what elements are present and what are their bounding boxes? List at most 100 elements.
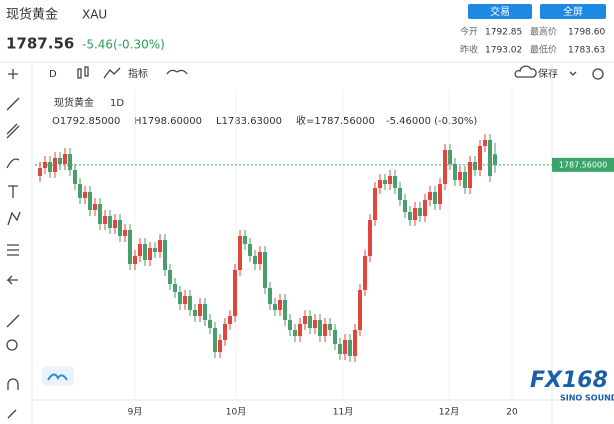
candle-body: [373, 188, 377, 220]
candle-body: [148, 248, 152, 260]
candle-body: [153, 248, 157, 252]
candle-body: [158, 240, 162, 252]
candle-body: [113, 220, 117, 228]
candle-body: [83, 192, 87, 198]
candle-body: [328, 324, 332, 330]
candle-body: [368, 220, 372, 256]
settings-icon[interactable]: [592, 68, 604, 80]
indicator-icon[interactable]: [103, 67, 121, 79]
candle-body: [463, 172, 467, 188]
trade-button[interactable]: [468, 4, 532, 19]
candle-body: [403, 200, 407, 212]
candle-body: [193, 310, 197, 316]
candle-body: [263, 252, 267, 288]
candle-body: [458, 172, 462, 180]
x-tick-label: 9月: [128, 407, 143, 418]
candle-body: [453, 164, 457, 180]
candle-body: [318, 320, 322, 336]
candle-body: [168, 270, 172, 284]
candle-body: [43, 162, 47, 168]
candle-body: [183, 296, 187, 304]
candle-body: [228, 316, 232, 324]
candle-body: [218, 340, 222, 352]
price: 1787.56: [6, 35, 74, 53]
candle-body: [288, 320, 292, 330]
legend-high: H1798.60000: [134, 116, 202, 127]
candle-body: [88, 192, 92, 210]
x-tick-label: 20: [506, 408, 518, 418]
candle-body: [333, 330, 337, 344]
candle-body: [258, 252, 262, 264]
cloud-icon[interactable]: [514, 65, 537, 78]
candle-body: [108, 216, 112, 228]
candle-body: [38, 168, 42, 176]
candle-body: [388, 176, 392, 184]
candle-body: [58, 158, 62, 164]
price-change: -5.46(-0.30%): [82, 38, 165, 52]
candle-body: [73, 170, 77, 184]
x-tick-label: 12月: [439, 407, 459, 418]
candle-body: [348, 340, 352, 356]
candle-body: [253, 256, 257, 264]
candle-body: [143, 244, 147, 260]
trade-button-label[interactable]: 交易: [490, 5, 510, 18]
legend-open: O1792.85000: [52, 116, 120, 127]
candle-body: [438, 184, 442, 204]
watermark-sub: SINO SOUND: [560, 394, 614, 403]
candle-body: [103, 216, 107, 224]
candle-body: [98, 204, 102, 224]
candle-body: [428, 192, 432, 200]
candle-body: [238, 236, 242, 270]
candle-body: [468, 162, 472, 188]
candle-body: [188, 296, 192, 310]
indicators-button[interactable]: 指标: [128, 67, 148, 80]
candle-body: [118, 220, 122, 236]
candle-body: [138, 244, 142, 256]
candle-type-icon[interactable]: [77, 66, 89, 79]
candle-body: [178, 292, 182, 304]
candle-body: [473, 162, 477, 170]
fullscreen-button[interactable]: [540, 4, 606, 19]
brand-logo-mark: [47, 373, 68, 381]
symbol: XAU: [82, 8, 107, 22]
x-tick-label: 10月: [226, 407, 246, 418]
candle-body: [378, 180, 382, 188]
last-price-label: 1787.56000: [559, 160, 607, 169]
candle-body: [353, 330, 357, 356]
candle-body: [308, 316, 312, 328]
undo-redo[interactable]: [166, 69, 188, 75]
candle-body: [313, 320, 317, 328]
candle-body: [163, 240, 167, 270]
candle-body: [483, 140, 487, 146]
stat-value: 1792.85: [485, 28, 522, 38]
candle-body: [413, 208, 417, 220]
candle-body: [478, 146, 482, 170]
stat-value: 1783.63: [568, 46, 605, 56]
candle-body: [173, 284, 177, 292]
candle-body: [213, 328, 217, 352]
dropdown[interactable]: [569, 71, 577, 76]
save-button[interactable]: 保存: [538, 67, 558, 80]
candle-body: [488, 140, 492, 176]
fullscreen-button-label[interactable]: 全屏: [563, 5, 583, 18]
legend-change: -5.46000 (-0.30%): [386, 116, 477, 127]
candle-body: [283, 300, 287, 320]
candle-body: [338, 344, 342, 354]
stat-label: 昨收: [460, 44, 478, 56]
candle-body: [418, 208, 422, 216]
candle-body: [493, 154, 497, 165]
drawing-tools[interactable]: [6, 69, 21, 419]
candle-body: [48, 162, 52, 172]
candle-body: [273, 304, 277, 310]
interval-button[interactable]: D: [49, 69, 57, 80]
candle-body: [248, 244, 252, 256]
candle-body: [198, 304, 202, 316]
stat-label: 今开: [460, 26, 478, 38]
candle-body: [443, 150, 447, 184]
candle-body: [208, 320, 212, 328]
candle-body: [123, 230, 127, 236]
candle-body: [423, 200, 427, 216]
candle-body: [268, 288, 272, 304]
